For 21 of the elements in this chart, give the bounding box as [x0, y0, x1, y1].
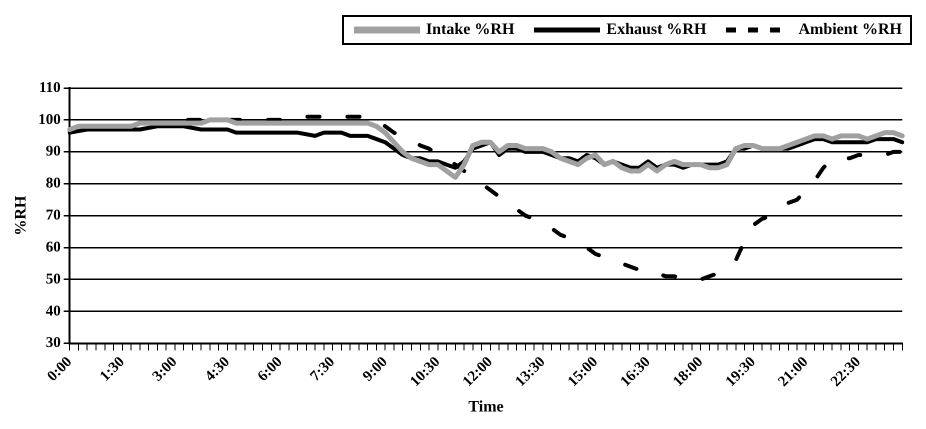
- y-tick-label: 40: [46, 303, 61, 320]
- x-tick-label: 4:30: [202, 354, 234, 385]
- legend-label: Intake %RH: [426, 21, 514, 39]
- x-tick-label: 9:00: [360, 354, 391, 385]
- x-tick-label: 1:30: [97, 354, 128, 385]
- y-tick-label: 90: [46, 144, 61, 160]
- y-tick-label: 80: [46, 176, 61, 192]
- y-tick-label: 100: [38, 112, 61, 128]
- x-tick-label: 3:00: [150, 354, 180, 385]
- y-tick-label: 70: [46, 208, 61, 224]
- y-tick-label: 50: [46, 271, 61, 288]
- x-tick-label: 7:30: [307, 354, 338, 385]
- y-tick-label: 60: [46, 239, 61, 256]
- x-tick-label: 6:00: [254, 354, 286, 385]
- y-tick-label: 110: [39, 80, 61, 96]
- legend-label: Ambient %RH: [798, 21, 902, 39]
- y-axis-title: %RH: [12, 195, 30, 236]
- x-axis-title: Time: [468, 398, 504, 416]
- y-tick-label: 30: [46, 335, 61, 352]
- x-tick-label: 0:00: [44, 354, 76, 385]
- legend-label: Exhaust %RH: [606, 21, 706, 39]
